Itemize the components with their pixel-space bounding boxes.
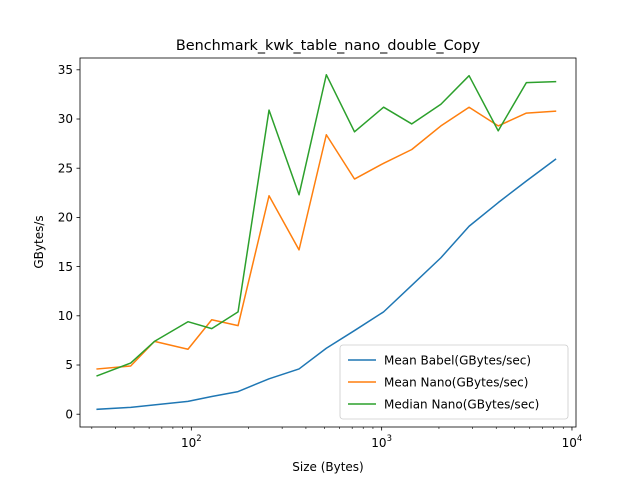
x-tick-label-exponent: 4: [577, 434, 582, 444]
chart-title: Benchmark_kwk_table_nano_double_Copy: [176, 38, 481, 54]
x-tick-label-exponent: 3: [387, 434, 392, 444]
x-tick-label: 103: [371, 434, 392, 450]
x-tick-label: 104: [562, 434, 583, 450]
y-tick-label: 25: [58, 161, 73, 175]
y-tick-label: 5: [65, 358, 73, 372]
y-axis-label: GBytes/s: [32, 215, 46, 268]
y-tick-label: 35: [58, 63, 73, 77]
y-tick-label: 30: [58, 112, 73, 126]
x-tick-label-base: 10: [562, 436, 577, 450]
x-tick-label-base: 10: [371, 436, 386, 450]
legend-entry: Median Nano(GBytes/sec): [384, 397, 539, 411]
series-line-median-nano-gbytes-sec: [96, 73, 557, 377]
series-line-mean-nano-gbytes-sec: [96, 106, 557, 370]
y-tick-label: 20: [58, 211, 73, 225]
x-tick-label-exponent: 2: [196, 434, 201, 444]
x-axis-label: Size (Bytes): [292, 460, 363, 474]
series-line-mean-babel-gbytes-sec: [96, 158, 557, 411]
legend-entry: Mean Babel(GBytes/sec): [384, 353, 531, 367]
x-tick-label-base: 10: [181, 436, 196, 450]
axes-frame: [79, 57, 577, 428]
y-tick-label: 0: [65, 407, 73, 421]
legend-entry: Mean Nano(GBytes/sec): [384, 375, 528, 389]
y-tick-label: 15: [58, 260, 73, 274]
x-tick-label: 102: [181, 434, 202, 450]
legend-box: [339, 344, 569, 420]
legend: Mean Babel(GBytes/sec) Mean Nano(GBytes/s…: [339, 344, 569, 420]
y-tick-label: 10: [58, 309, 73, 323]
